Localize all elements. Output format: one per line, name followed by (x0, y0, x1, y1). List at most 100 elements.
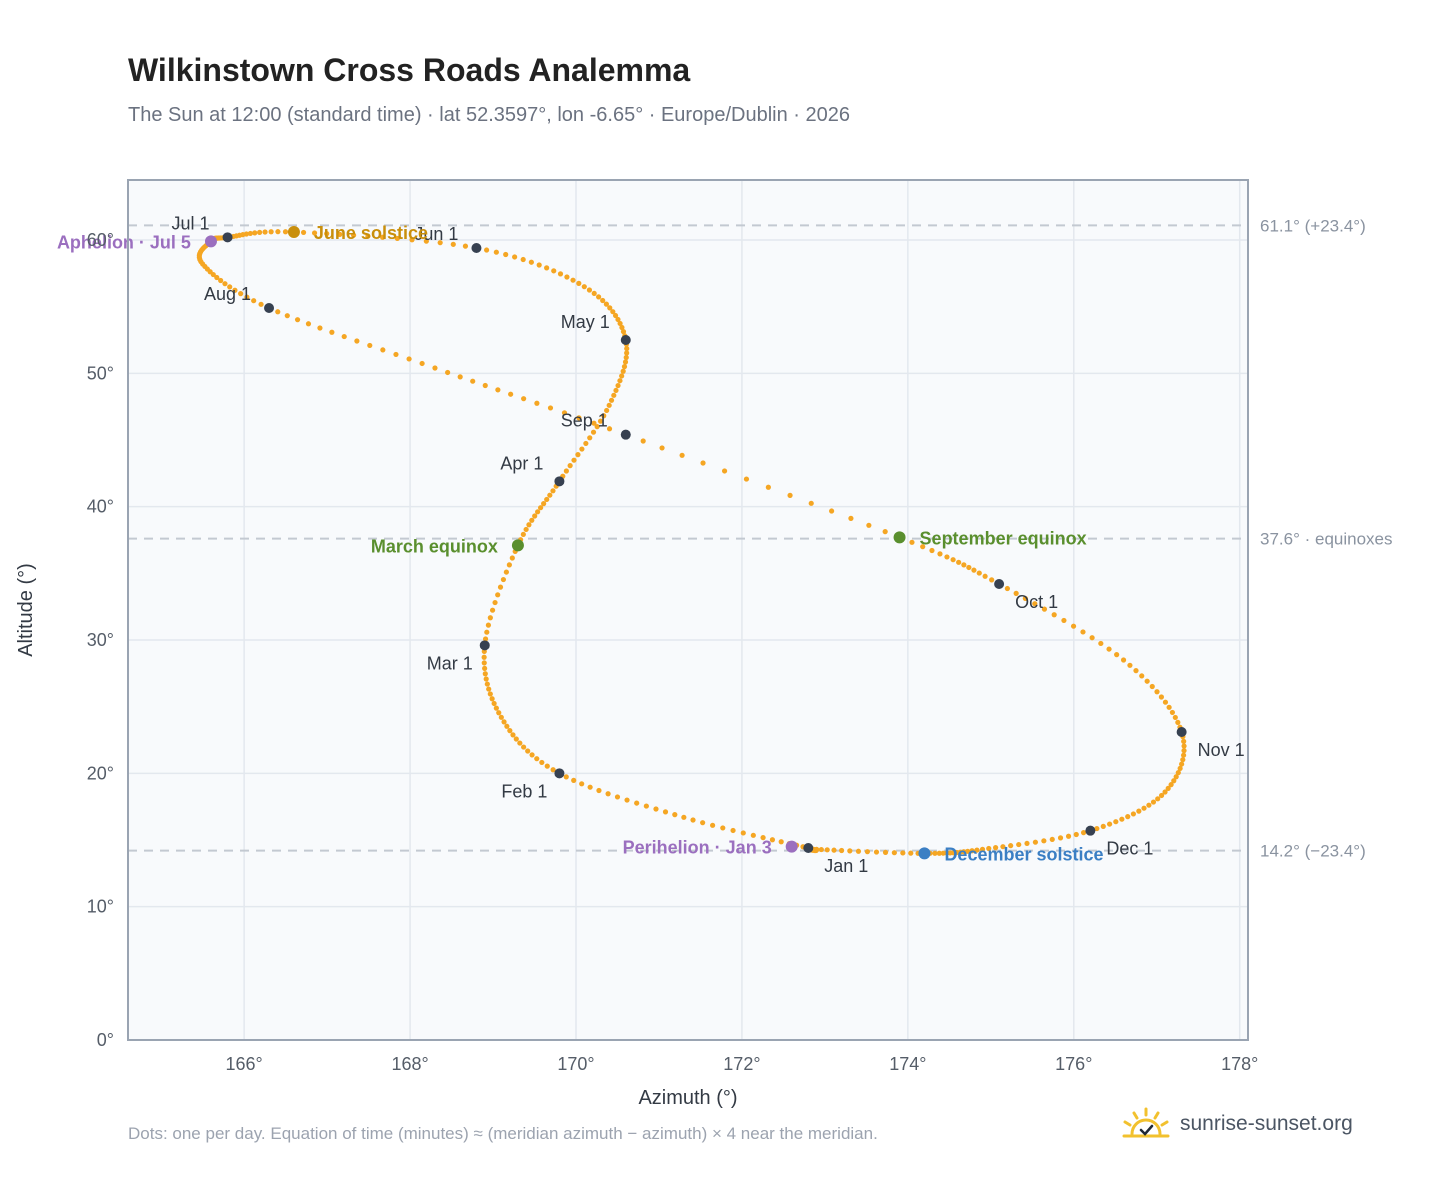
daily-sun-dot (482, 636, 489, 642)
daily-sun-dot (1136, 808, 1142, 814)
labels-layer: Jan 1 Feb 1 Mar 1 Apr 1 May 1 Jun 1 Jul 1 Aug 1… (57, 213, 1245, 876)
event-marker (511, 539, 524, 552)
daily-sun-dot (829, 508, 835, 514)
daily-sun-dot (760, 835, 766, 841)
daily-sun-dot (864, 849, 871, 855)
daily-sun-dot (1141, 805, 1147, 811)
daily-sun-dot (1169, 709, 1176, 716)
daily-sun-dot (532, 513, 538, 519)
month-label: Feb 1 (501, 781, 547, 801)
daily-sun-dot (481, 660, 487, 666)
daily-sun-dot (482, 665, 488, 672)
daily-sun-dot (1179, 761, 1185, 767)
daily-sun-dot (493, 705, 499, 711)
daily-sun-dot (700, 460, 706, 466)
daily-sun-dot (750, 832, 756, 838)
daily-sun-dot (513, 736, 519, 742)
daily-sun-dot (1146, 802, 1152, 808)
daily-sun-dot (367, 342, 373, 349)
daily-sun-dot (294, 317, 301, 323)
x-tick-label: 166° (226, 1054, 263, 1074)
daily-sun-dot (487, 615, 493, 621)
daily-sun-dot (787, 492, 793, 498)
daily-sun-dot (365, 233, 371, 239)
daily-sun-dot (621, 364, 628, 370)
daily-sun-dot (571, 777, 577, 783)
month-label: Apr 1 (500, 453, 543, 473)
daily-sun-dot (1150, 799, 1157, 805)
month-label: Sep 1 (561, 411, 608, 431)
daily-sun-dot (341, 333, 347, 340)
daily-sun-dot (583, 440, 589, 447)
daily-sun-dot (550, 488, 556, 494)
daily-sun-dot (979, 846, 986, 852)
daily-sun-dot (1070, 623, 1077, 629)
daily-sun-dot (507, 728, 513, 734)
daily-sun-dot (1181, 748, 1187, 754)
y-axis-label: Altitude (°) (15, 563, 37, 657)
daily-sun-dot (594, 424, 600, 430)
daily-sun-dot (679, 452, 685, 458)
daily-sun-dot (1120, 657, 1127, 663)
daily-sun-dot (1107, 821, 1113, 827)
daily-sun-dot (1100, 823, 1106, 829)
daily-sun-dot (971, 567, 977, 573)
daily-sun-dot (493, 249, 499, 255)
daily-sun-dot (1073, 831, 1079, 838)
daily-sun-dot (491, 700, 497, 707)
daily-sun-dot (620, 368, 626, 374)
daily-sun-dot (227, 284, 233, 290)
daily-sun-dot (1008, 843, 1014, 849)
daily-sun-dot (681, 814, 687, 820)
daily-sun-dot (509, 555, 515, 561)
daily-sun-dot (379, 234, 386, 240)
daily-sun-dot (1171, 778, 1177, 784)
daily-sun-dot (492, 599, 498, 606)
daily-sun-dot (445, 369, 451, 376)
month-marker (803, 843, 814, 853)
daily-sun-dot (258, 301, 264, 307)
daily-sun-dot (482, 382, 488, 389)
month-label: Dec 1 (1106, 839, 1153, 859)
daily-sun-dot (252, 230, 258, 236)
daily-sun-dot (956, 559, 962, 565)
daily-sun-dot (1181, 743, 1187, 749)
daily-sun-dot (232, 287, 238, 293)
daily-sun-dot (839, 847, 845, 854)
daily-sun-dot (643, 803, 649, 809)
month-label: May 1 (561, 312, 610, 332)
daily-sun-dot (900, 850, 906, 856)
daily-sun-dot (1181, 738, 1187, 744)
daily-sun-dot (485, 622, 492, 628)
daily-sun-dot (222, 281, 228, 287)
daily-sun-dot (337, 231, 343, 237)
daily-sun-dot (393, 351, 399, 358)
daily-sun-dot (437, 240, 443, 246)
daily-sun-dot (544, 265, 550, 271)
daily-sun-dot (940, 850, 946, 856)
daily-sun-dot (457, 374, 463, 380)
month-marker (554, 476, 565, 487)
y-tick-label: 20° (87, 763, 114, 783)
daily-sun-dot (1175, 770, 1181, 776)
month-marker (479, 640, 490, 651)
brand[interactable]: sunrise-sunset.org (1120, 1104, 1353, 1144)
daily-sun-dot (700, 820, 706, 826)
daily-sun-dot (563, 468, 569, 474)
daily-sun-dot (601, 413, 607, 419)
daily-sun-dot (982, 573, 988, 579)
daily-sun-dot (210, 271, 216, 278)
daily-sun-dot (1094, 825, 1100, 832)
y-tick-label: 40° (87, 497, 114, 517)
daily-sun-dot (607, 305, 613, 311)
daily-sun-dot (993, 845, 999, 851)
chart-title: Wilkinstown Cross Roads Analemma (128, 52, 691, 88)
daily-sun-dot (506, 562, 512, 568)
daily-sun-dot (615, 316, 621, 323)
daily-sun-dot (619, 324, 625, 331)
daily-sun-dot (587, 435, 593, 441)
daily-sun-dot (659, 445, 665, 451)
daily-sun-dot (600, 297, 606, 304)
daily-sun-dot (611, 392, 617, 398)
daily-sun-dot (622, 359, 629, 365)
